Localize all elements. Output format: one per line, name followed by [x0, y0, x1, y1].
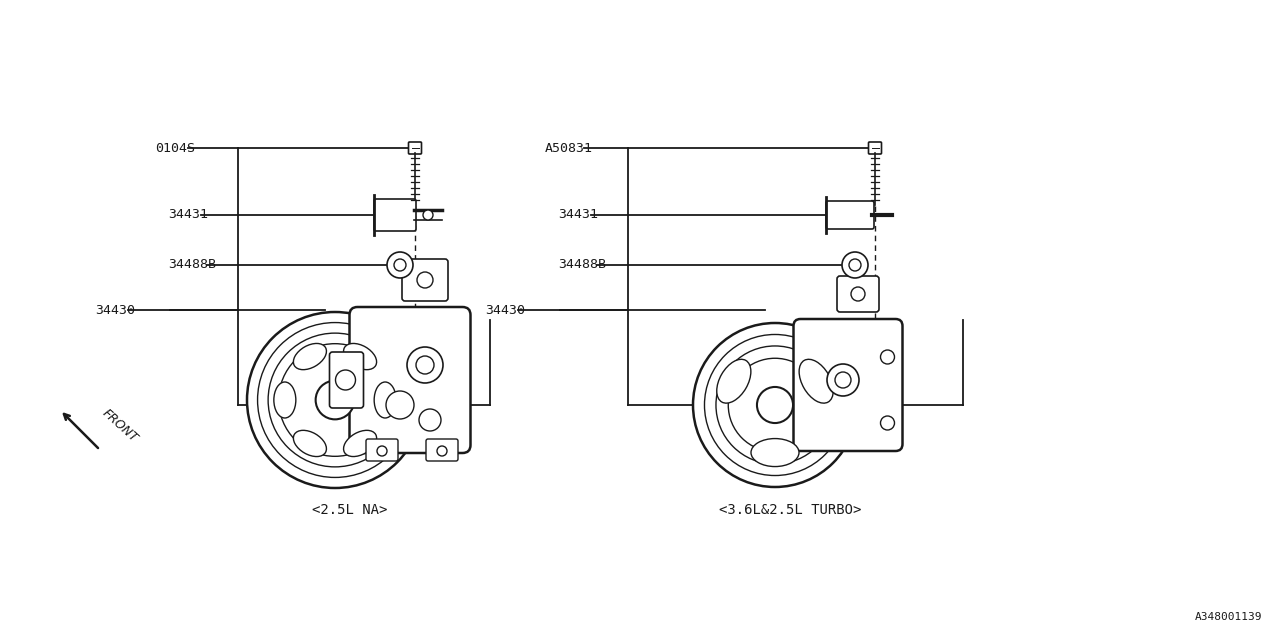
FancyBboxPatch shape: [869, 142, 882, 154]
Text: 34431: 34431: [168, 209, 207, 221]
Circle shape: [716, 346, 835, 464]
Circle shape: [316, 381, 355, 419]
Circle shape: [335, 370, 356, 390]
Circle shape: [849, 259, 861, 271]
Ellipse shape: [374, 382, 397, 418]
Text: 34488B: 34488B: [168, 259, 216, 271]
Ellipse shape: [343, 430, 376, 456]
FancyBboxPatch shape: [374, 199, 416, 231]
Circle shape: [728, 358, 822, 452]
Circle shape: [394, 259, 406, 271]
Text: FRONT: FRONT: [100, 407, 141, 445]
Circle shape: [257, 323, 412, 477]
Circle shape: [422, 210, 433, 220]
Circle shape: [756, 387, 794, 423]
Text: 34430: 34430: [95, 303, 134, 317]
Circle shape: [835, 372, 851, 388]
FancyBboxPatch shape: [408, 142, 421, 154]
Ellipse shape: [293, 430, 326, 456]
Circle shape: [851, 287, 865, 301]
Circle shape: [881, 350, 895, 364]
Text: 34488B: 34488B: [558, 259, 605, 271]
Circle shape: [436, 446, 447, 456]
Circle shape: [881, 416, 895, 430]
Circle shape: [378, 446, 387, 456]
Circle shape: [827, 364, 859, 396]
Text: A348001139: A348001139: [1194, 612, 1262, 622]
Circle shape: [419, 409, 442, 431]
Circle shape: [416, 356, 434, 374]
Circle shape: [387, 252, 413, 278]
Circle shape: [704, 335, 846, 476]
FancyBboxPatch shape: [826, 201, 874, 229]
FancyBboxPatch shape: [366, 439, 398, 461]
Text: A50831: A50831: [545, 141, 593, 154]
Ellipse shape: [343, 344, 376, 370]
Circle shape: [247, 312, 422, 488]
Circle shape: [279, 344, 392, 456]
Text: 34430: 34430: [485, 303, 525, 317]
Circle shape: [842, 252, 868, 278]
Circle shape: [692, 323, 858, 487]
Ellipse shape: [293, 344, 326, 370]
Circle shape: [407, 347, 443, 383]
Circle shape: [387, 391, 413, 419]
Ellipse shape: [717, 359, 751, 403]
Text: 0104S: 0104S: [155, 141, 195, 154]
Text: <3.6L&2.5L TURBO>: <3.6L&2.5L TURBO>: [719, 503, 861, 517]
FancyBboxPatch shape: [426, 439, 458, 461]
FancyBboxPatch shape: [402, 259, 448, 301]
Circle shape: [411, 268, 439, 296]
Ellipse shape: [274, 382, 296, 418]
FancyBboxPatch shape: [329, 352, 364, 408]
Circle shape: [846, 284, 870, 308]
Ellipse shape: [799, 359, 833, 403]
FancyBboxPatch shape: [837, 276, 879, 312]
FancyBboxPatch shape: [794, 319, 902, 451]
Ellipse shape: [751, 438, 799, 467]
FancyBboxPatch shape: [349, 307, 471, 453]
Circle shape: [268, 333, 402, 467]
Text: 34431: 34431: [558, 209, 598, 221]
Text: <2.5L NA>: <2.5L NA>: [312, 503, 388, 517]
Circle shape: [417, 272, 433, 288]
